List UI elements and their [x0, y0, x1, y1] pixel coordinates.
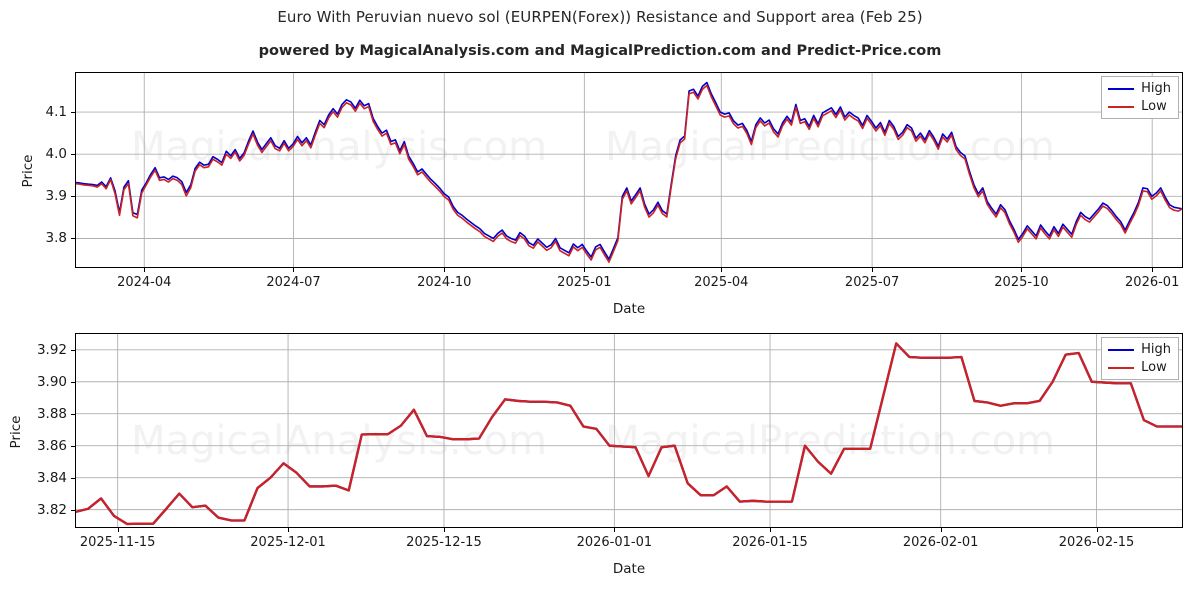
- x-tick-label: 2025-12-01: [250, 535, 326, 550]
- x-tick-mark: [144, 268, 146, 272]
- y-tick-label: 4.1: [45, 104, 67, 121]
- x-tick-mark: [1021, 268, 1023, 272]
- detail-y-axis-title: Price: [8, 415, 24, 449]
- x-tick-mark: [444, 268, 446, 272]
- x-tick-mark: [1096, 528, 1098, 532]
- x-tick-label: 2025-12-15: [406, 535, 482, 550]
- detail-legend[interactable]: High Low: [1101, 337, 1179, 380]
- detail-plot-area: [75, 333, 1183, 528]
- x-tick-mark: [117, 528, 119, 532]
- x-tick-mark: [770, 528, 772, 532]
- series-line-high: [75, 81, 1183, 260]
- series-line-low: [75, 342, 1183, 526]
- legend-label: High: [1141, 81, 1171, 96]
- legend-swatch-high-icon: [1108, 348, 1135, 351]
- legend-item-low[interactable]: Low: [1108, 99, 1171, 114]
- overview-chart-panel: MagicalAnalysis.com MagicalPrediction.co…: [75, 72, 1183, 268]
- legend-label: Low: [1141, 360, 1167, 375]
- legend-swatch-low-icon: [1108, 366, 1135, 369]
- x-tick-label: 2025-11-15: [79, 535, 156, 550]
- overview-x-axis-title: Date: [612, 301, 646, 317]
- y-tick-mark: [71, 445, 75, 447]
- x-tick-label: 2026-01-15: [732, 535, 808, 550]
- y-tick-mark: [71, 238, 75, 240]
- y-tick-label: 3.8: [45, 230, 67, 247]
- y-tick-label: 3.9: [45, 188, 67, 205]
- legend-label: Low: [1141, 99, 1167, 114]
- overview-plot-frame: [75, 72, 1183, 268]
- legend-label: High: [1141, 342, 1171, 357]
- detail-chart-panel: MagicalAnalysis.com MagicalPrediction.co…: [75, 333, 1183, 528]
- legend-item-high[interactable]: High: [1108, 81, 1171, 96]
- x-tick-mark: [584, 268, 586, 272]
- y-tick-mark: [71, 477, 75, 479]
- x-tick-mark: [1152, 268, 1154, 272]
- y-tick-mark: [71, 154, 75, 156]
- legend-swatch-high-icon: [1108, 87, 1135, 90]
- y-tick-mark: [71, 349, 75, 351]
- y-tick-label: 4.0: [45, 146, 67, 163]
- y-tick-mark: [71, 413, 75, 415]
- x-tick-label: 2025-01: [557, 275, 612, 290]
- legend-swatch-low-icon: [1108, 105, 1135, 108]
- x-tick-label: 2026-02-15: [1058, 535, 1135, 550]
- y-tick-label: 3.82: [36, 501, 67, 518]
- y-tick-label: 3.88: [36, 405, 67, 422]
- x-tick-label: 2026-02-01: [902, 535, 979, 550]
- x-tick-label: 2024-10: [417, 275, 472, 290]
- x-tick-mark: [614, 528, 616, 532]
- page-title: Euro With Peruvian nuevo sol (EURPEN(For…: [277, 8, 923, 26]
- x-tick-mark: [288, 528, 290, 532]
- detail-x-axis-title: Date: [612, 561, 646, 577]
- y-tick-label: 3.92: [36, 341, 67, 358]
- x-tick-mark: [872, 268, 874, 272]
- overview-y-axis-title: Price: [20, 154, 36, 188]
- y-tick-mark: [71, 112, 75, 114]
- x-tick-label: 2026-01: [1125, 275, 1180, 290]
- legend-item-low[interactable]: Low: [1108, 360, 1171, 375]
- x-tick-mark: [721, 268, 723, 272]
- x-tick-label: 2024-04: [117, 275, 172, 290]
- overview-legend[interactable]: High Low: [1101, 76, 1179, 119]
- x-tick-mark: [940, 528, 942, 532]
- legend-item-high[interactable]: High: [1108, 342, 1171, 357]
- y-tick-label: 3.84: [36, 469, 67, 486]
- x-tick-label: 2025-07: [844, 275, 900, 290]
- series-line-low: [75, 84, 1183, 263]
- overview-plot-area: [75, 72, 1183, 268]
- y-tick-mark: [71, 196, 75, 198]
- x-tick-label: 2024-07: [266, 275, 321, 290]
- y-tick-label: 3.90: [36, 373, 67, 390]
- y-tick-label: 3.86: [36, 437, 67, 454]
- page-subtitle: powered by MagicalAnalysis.com and Magic…: [258, 43, 942, 59]
- x-tick-label: 2025-04: [694, 275, 749, 290]
- detail-plot-frame: [75, 333, 1183, 528]
- y-tick-mark: [71, 381, 75, 383]
- x-tick-label: 2026-01-01: [576, 535, 653, 550]
- x-tick-label: 2025-10: [994, 275, 1049, 290]
- x-tick-mark: [293, 268, 295, 272]
- y-tick-mark: [71, 509, 75, 511]
- x-tick-mark: [443, 528, 445, 532]
